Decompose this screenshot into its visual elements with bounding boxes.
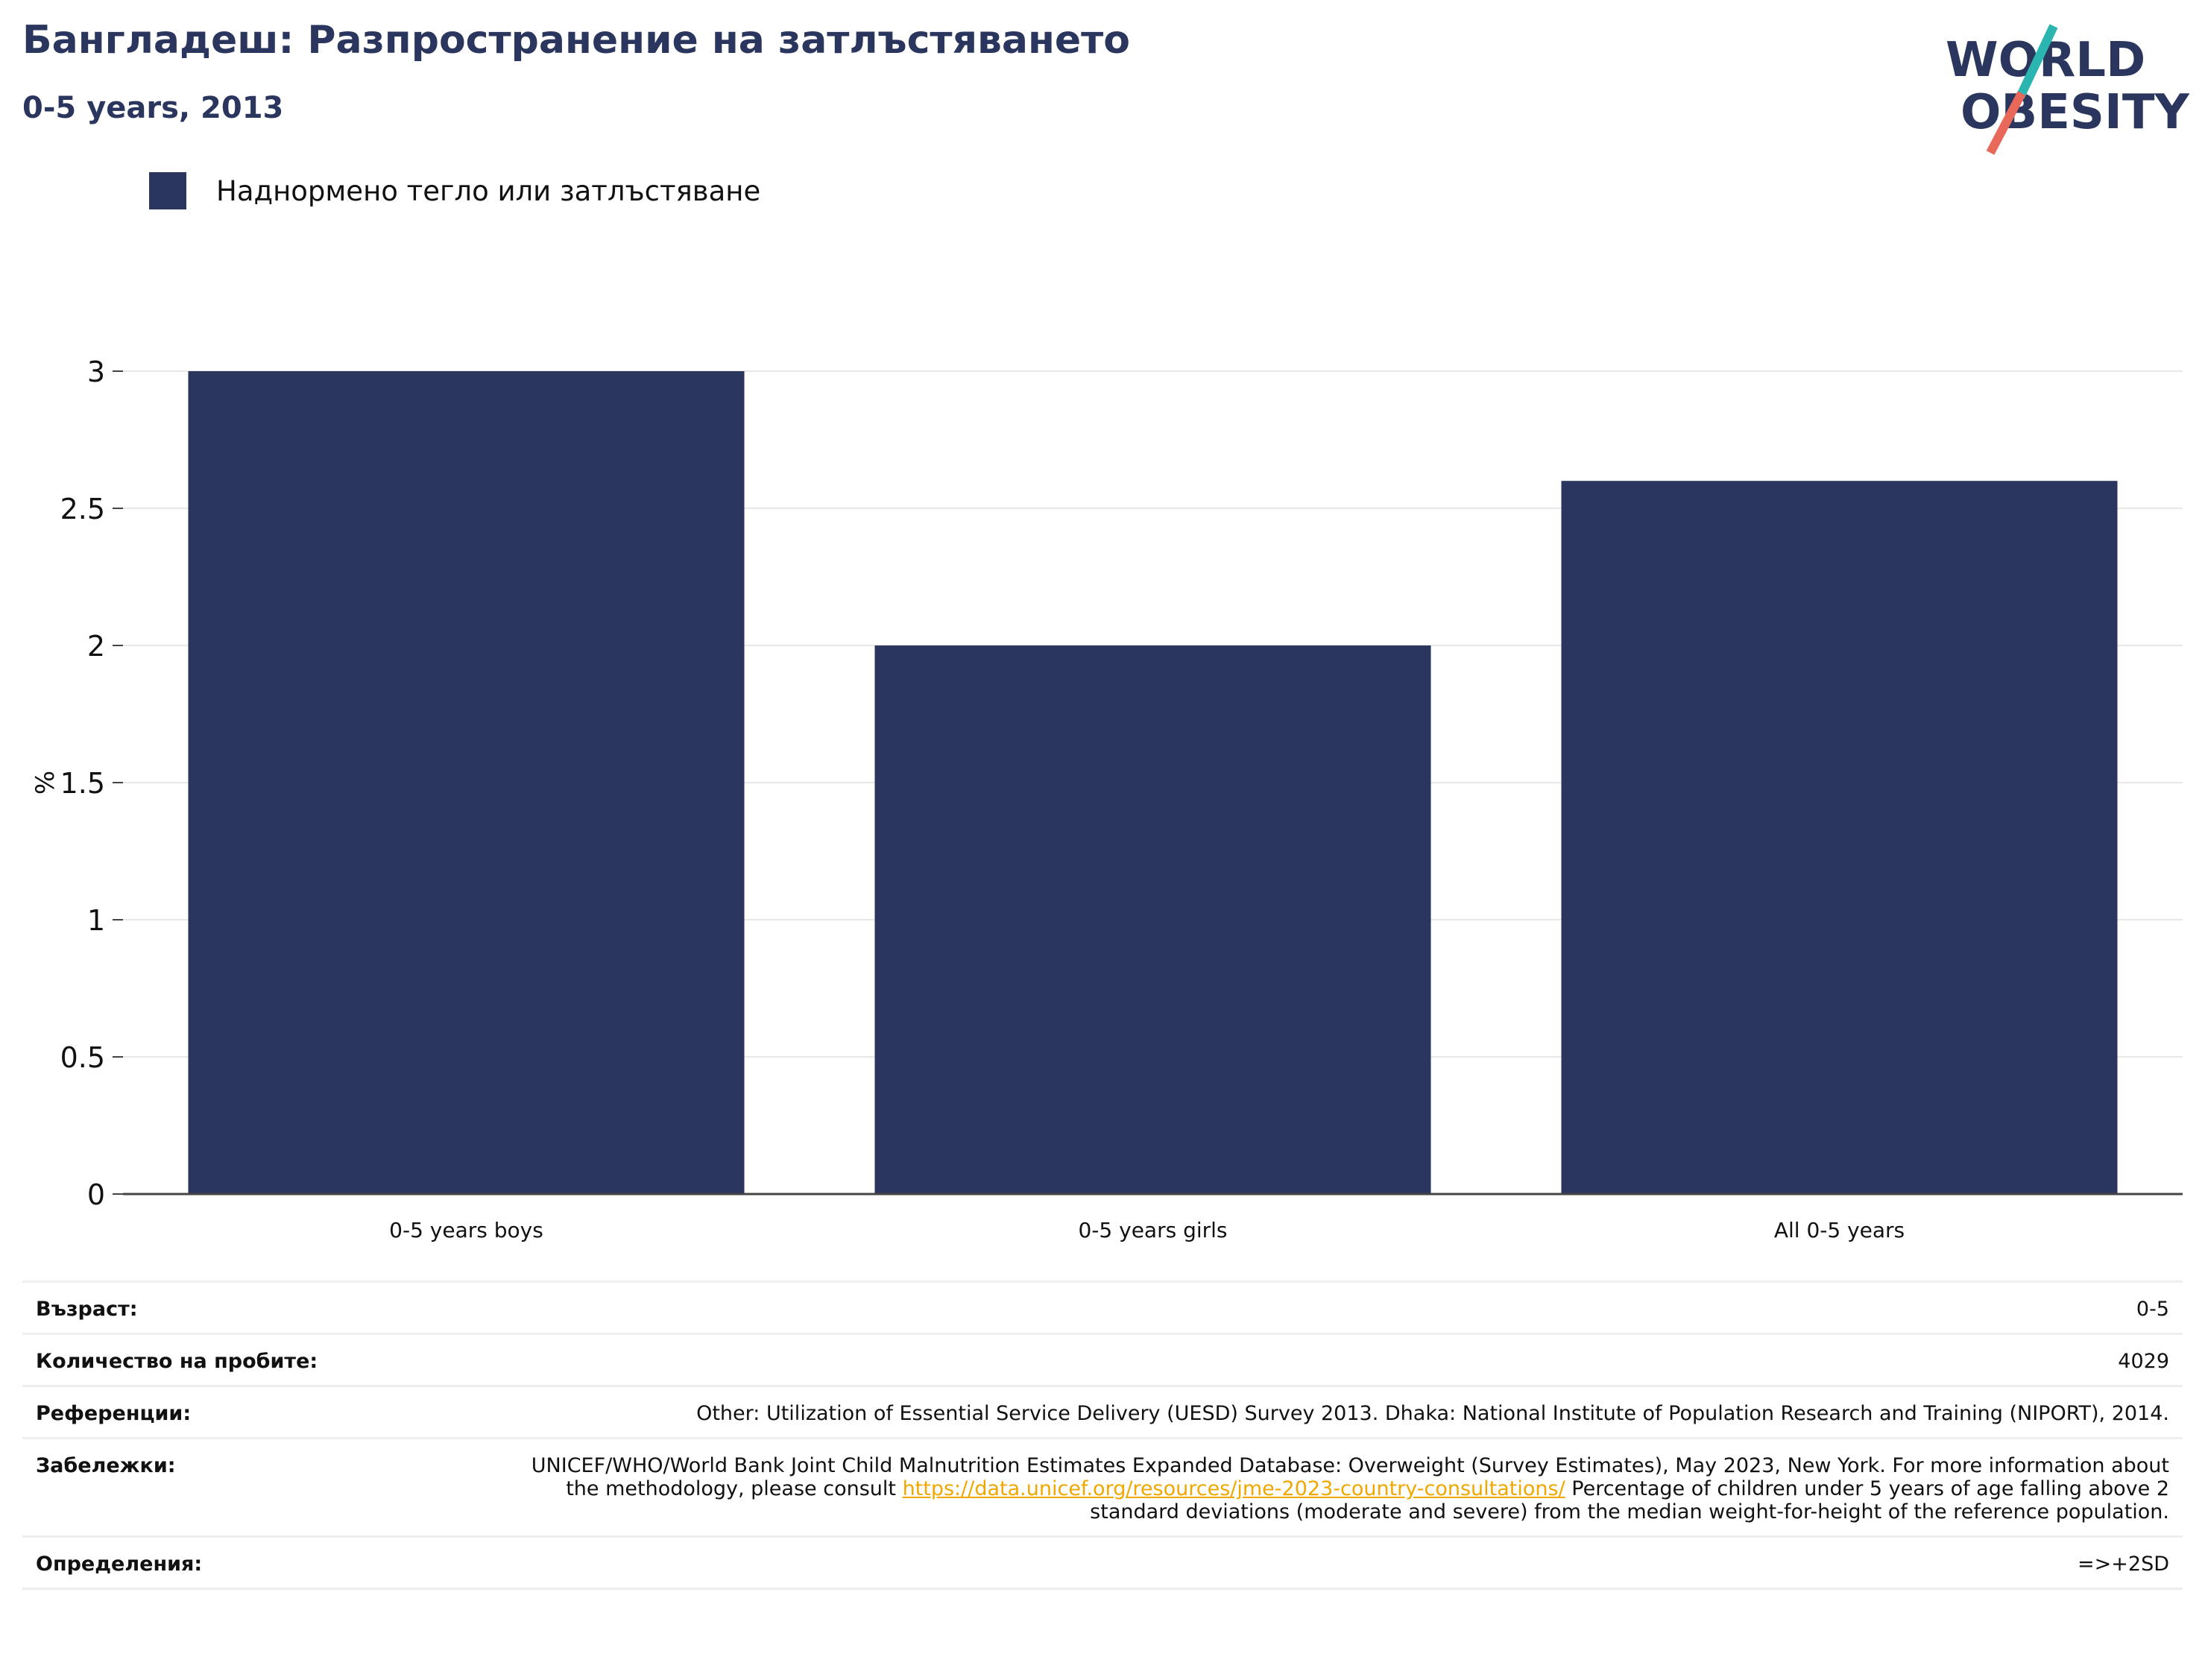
chart-title: Бангладеш: Разпространение на затлъстява…	[22, 18, 1131, 63]
bar	[1561, 481, 2118, 1194]
definitions-label: Определения:	[36, 1553, 203, 1576]
y-tick-label: 1	[87, 904, 105, 937]
legend-label: Наднормено тегло или затлъстяване	[216, 174, 761, 207]
info-row-references: Референции: Other: Utilization of Essent…	[22, 1387, 2183, 1439]
logo-slash-coral	[1986, 91, 2026, 155]
logo-slash-teal	[2016, 24, 2058, 99]
y-tick-label: 1.5	[60, 767, 105, 800]
sample-size-label: Количество на пробите:	[36, 1350, 318, 1373]
notes-label: Забележки:	[36, 1454, 176, 1477]
definitions-value: =>+2SD	[2078, 1553, 2169, 1576]
legend-swatch	[149, 172, 186, 209]
notes-text-2: Percentage of children under 5 years of …	[1090, 1477, 2169, 1523]
y-tick-label: 2	[87, 630, 105, 663]
age-label: Възраст:	[36, 1298, 138, 1321]
y-tick-label: 0.5	[60, 1041, 105, 1074]
references-value: Other: Utilization of Essential Service …	[696, 1402, 2169, 1425]
world-obesity-logo: WORLD OBESITY	[1946, 24, 2189, 155]
info-row-definitions: Определения: =>+2SD	[22, 1538, 2183, 1590]
logo-text-obesity: OBESITY	[1960, 85, 2189, 140]
notes-text-1: UNICEF/WHO/World Bank Joint Child Malnut…	[531, 1454, 2169, 1500]
notes-link[interactable]: https://data.unicef.org/resources/jme-20…	[902, 1477, 1565, 1500]
y-tick-label: 2.5	[60, 493, 105, 525]
legend: Наднормено тегло или затлъстяване	[149, 171, 760, 210]
sample-size-value: 4029	[2118, 1350, 2169, 1373]
bar	[874, 645, 1431, 1194]
age-value: 0-5	[2136, 1298, 2169, 1321]
y-tick-label: 3	[87, 356, 105, 388]
bar-chart: 0 0.5 1 1.5 2 2.5 3% 0-5 years boys 0-5 years gi…	[31, 356, 2183, 1242]
info-table: Възраст: 0-5 Количество на пробите: 4029…	[22, 1280, 2183, 1590]
x-tick-label: 0-5 years girls	[1078, 1218, 1227, 1242]
references-label: Референции:	[36, 1402, 192, 1425]
info-row-sample: Количество на пробите: 4029	[22, 1335, 2183, 1387]
x-tick-label: All 0-5 years	[1774, 1218, 1905, 1242]
info-row-notes: Забележки: UNICEF/WHO/World Bank Joint C…	[22, 1439, 2183, 1538]
y-axis-label: %	[31, 771, 60, 795]
y-tick-label: 0	[87, 1178, 105, 1211]
chart-subtitle: 0-5 years, 2013	[22, 91, 284, 125]
info-row-age: Възраст: 0-5	[22, 1283, 2183, 1335]
notes-value: UNICEF/WHO/World Bank Joint Child Malnut…	[529, 1454, 2169, 1523]
bar	[188, 371, 745, 1194]
x-tick-label: 0-5 years boys	[389, 1218, 543, 1242]
